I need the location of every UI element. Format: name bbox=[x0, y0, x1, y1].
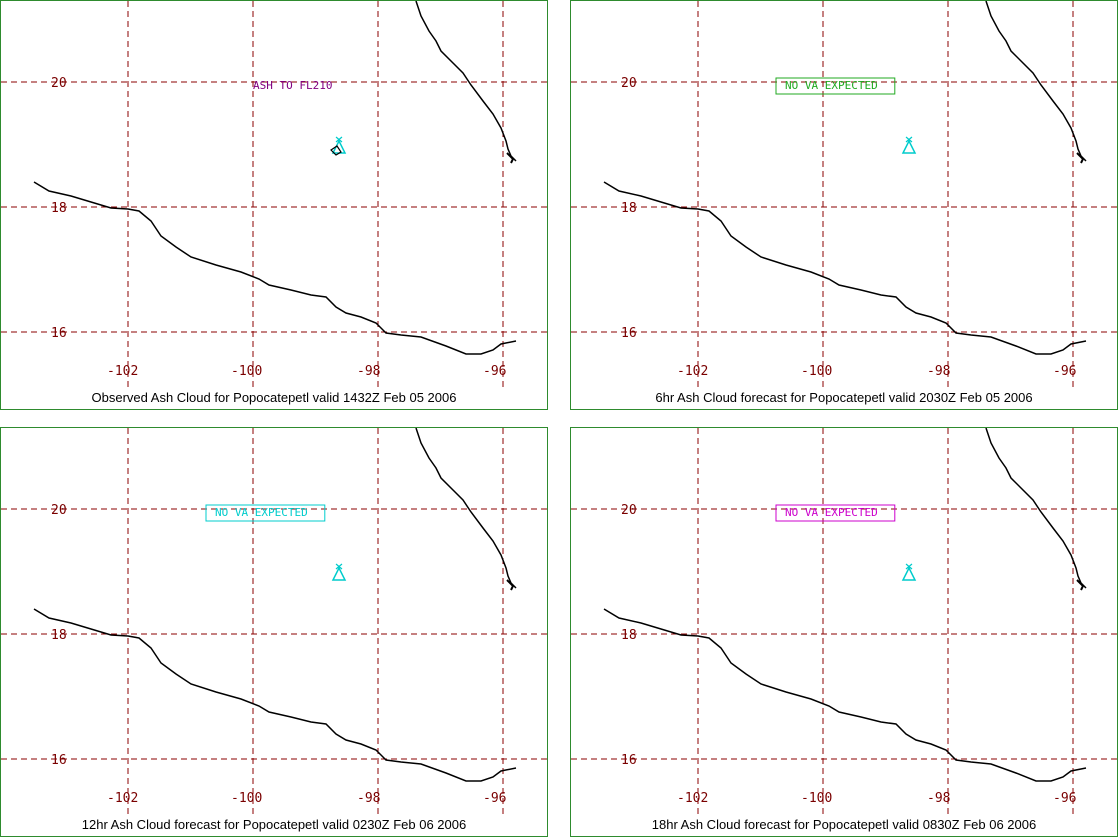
panel-observed: 20 18 16 -102 -100 -98 -96 ASH TO FL210 Observe… bbox=[0, 0, 548, 410]
advisory-note: NO VA EXPECTED bbox=[775, 504, 896, 522]
grid-lines bbox=[571, 1, 1117, 389]
grid-lines bbox=[1, 1, 547, 389]
lon-tick-label: -102 bbox=[677, 791, 708, 806]
lat-tick-label: 16 bbox=[621, 753, 637, 768]
pacific-coastline bbox=[603, 181, 1087, 355]
lat-tick-label: 16 bbox=[51, 326, 67, 341]
lat-tick-label: 18 bbox=[621, 201, 637, 216]
volcano-triangle-icon bbox=[901, 563, 917, 581]
lon-tick-label: -96 bbox=[1053, 791, 1076, 806]
lat-tick-label: 16 bbox=[51, 753, 67, 768]
panel-6hr-forecast: 20 18 16 -102 -100 -98 -96 NO VA EXPECTED 6hr A… bbox=[570, 0, 1118, 410]
lon-tick-label: -100 bbox=[801, 364, 832, 379]
lon-tick-label: -98 bbox=[357, 364, 380, 379]
lat-tick-label: 20 bbox=[621, 503, 637, 518]
panel-caption: 12hr Ash Cloud forecast for Popocatepetl… bbox=[81, 817, 467, 832]
pacific-coastline bbox=[33, 181, 517, 355]
lat-tick-label: 16 bbox=[621, 326, 637, 341]
map-canvas: 20 18 16 -102 -100 -98 -96 NO VA EXPECTED bbox=[571, 428, 1117, 816]
lat-tick-label: 18 bbox=[51, 628, 67, 643]
advisory-note-text: ASH TO FL210 bbox=[253, 79, 332, 92]
gulf-coastline bbox=[415, 428, 517, 589]
lat-tick-label: 20 bbox=[51, 503, 67, 518]
lon-tick-label: -102 bbox=[107, 364, 138, 379]
lon-tick-label: -100 bbox=[231, 364, 262, 379]
gulf-coastline bbox=[985, 428, 1087, 589]
lon-tick-label: -98 bbox=[927, 791, 950, 806]
panel-18hr-forecast: 20 18 16 -102 -100 -98 -96 NO VA EXPECTED 18hr … bbox=[570, 427, 1118, 837]
ash-cloud-polygon bbox=[330, 145, 342, 156]
volcano-triangle-icon bbox=[331, 136, 347, 154]
volcano-triangle-icon bbox=[901, 136, 917, 154]
panel-12hr-forecast: 20 18 16 -102 -100 -98 -96 NO VA EXPECTED 12hr … bbox=[0, 427, 548, 837]
advisory-note: NO VA EXPECTED bbox=[205, 504, 326, 522]
lat-tick-label: 18 bbox=[51, 201, 67, 216]
panel-caption: 6hr Ash Cloud forecast for Popocatepetl … bbox=[655, 390, 1033, 405]
advisory-note: NO VA EXPECTED bbox=[775, 77, 896, 95]
gulf-coastline bbox=[415, 1, 517, 162]
lat-tick-label: 18 bbox=[621, 628, 637, 643]
pacific-coastline bbox=[603, 608, 1087, 782]
lon-tick-label: -100 bbox=[231, 791, 262, 806]
advisory-note: ASH TO FL210 bbox=[253, 79, 332, 92]
lon-tick-label: -102 bbox=[107, 791, 138, 806]
coast-detail bbox=[506, 579, 515, 591]
lat-tick-label: 20 bbox=[51, 76, 67, 91]
grid-lines bbox=[1, 428, 547, 816]
lat-tick-label: 20 bbox=[621, 76, 637, 91]
lon-tick-label: -96 bbox=[483, 791, 506, 806]
coast-detail bbox=[1076, 152, 1085, 164]
volcano-triangle-icon bbox=[331, 563, 347, 581]
lon-tick-label: -96 bbox=[483, 364, 506, 379]
lon-tick-label: -96 bbox=[1053, 364, 1076, 379]
gulf-coastline bbox=[985, 1, 1087, 162]
lon-tick-label: -102 bbox=[677, 364, 708, 379]
map-canvas: 20 18 16 -102 -100 -98 -96 ASH TO FL210 bbox=[1, 1, 547, 389]
panel-caption: Observed Ash Cloud for Popocatepetl vali… bbox=[91, 390, 457, 405]
panel-caption: 18hr Ash Cloud forecast for Popocatepetl… bbox=[651, 817, 1037, 832]
advisory-note-text: NO VA EXPECTED bbox=[215, 506, 308, 519]
lon-tick-label: -100 bbox=[801, 791, 832, 806]
coast-detail bbox=[506, 152, 515, 164]
map-canvas: 20 18 16 -102 -100 -98 -96 NO VA EXPECTED bbox=[1, 428, 547, 816]
advisory-note-text: NO VA EXPECTED bbox=[785, 79, 878, 92]
lon-tick-label: -98 bbox=[357, 791, 380, 806]
map-canvas: 20 18 16 -102 -100 -98 -96 NO VA EXPECTED bbox=[571, 1, 1117, 389]
advisory-note-text: NO VA EXPECTED bbox=[785, 506, 878, 519]
coast-detail bbox=[1076, 579, 1085, 591]
grid-lines bbox=[571, 428, 1117, 816]
pacific-coastline bbox=[33, 608, 517, 782]
lon-tick-label: -98 bbox=[927, 364, 950, 379]
